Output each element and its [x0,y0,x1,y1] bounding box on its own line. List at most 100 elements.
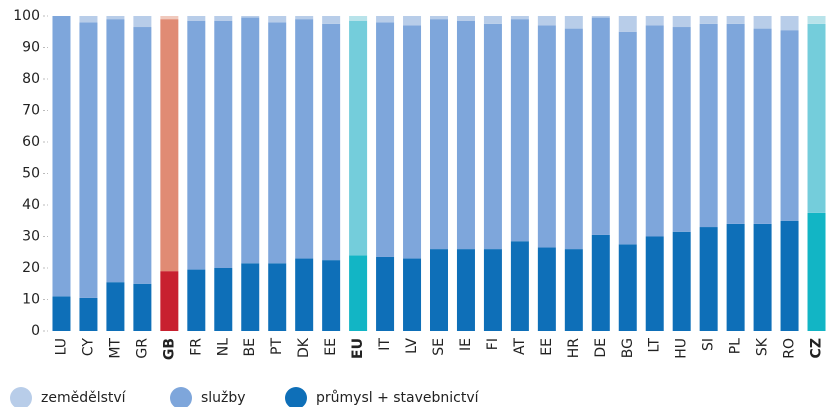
bar-segment [106,282,125,331]
x-tick-label: HU [674,338,690,359]
y-tick-label: 0 [31,323,40,339]
x-tick-label: BG [620,338,636,358]
bar-segment [430,16,448,20]
x-tick-label: IE [458,338,474,351]
y-tick-label: 90 [22,40,40,56]
bar-segment [591,17,610,235]
bar-segment [268,263,287,331]
legend-marker [285,387,307,409]
bar-segment [79,16,98,23]
x-tick-label: EU [350,338,366,359]
bar-segment [430,19,448,250]
bar-segment [537,16,556,26]
x-tick-label: BE [242,338,258,356]
y-tick-label: 60 [22,134,40,150]
x-tick-label: CY [80,338,96,357]
bar-segment [483,249,502,331]
bar-segment [187,16,206,21]
bar-segment [483,23,502,250]
bar-segment [753,223,772,331]
x-tick-label: AT [512,338,528,355]
bar-segment [672,231,691,331]
bar-segment [699,227,718,331]
y-tick-label: 50 [22,166,40,182]
bar-segment [753,16,772,29]
x-tick-label: EE [539,338,555,356]
x-tick-label: MT [107,338,123,359]
bar-segment [618,31,637,245]
bar-segment [133,27,152,284]
bar-segment [537,25,556,248]
legend-marker [10,387,32,409]
x-tick-label: GB [161,338,177,360]
bar-segment [510,19,529,242]
bar-segment [618,16,637,32]
bar-segment [214,268,233,331]
x-tick-label: EE [323,338,339,356]
bar-segment [510,16,529,20]
bar-segment [564,16,583,29]
x-tick-label: RO [782,338,798,359]
bar-segment [295,258,314,331]
x-tick-label: PT [269,338,285,355]
legend-label: služby [201,390,246,406]
bar-segment [295,16,314,20]
bar-segment [591,16,610,18]
bar-segment [807,16,826,24]
x-tick-label: HR [566,338,582,359]
bar-segment [241,16,260,18]
bar-segment [241,263,260,331]
x-tick-label: SK [755,337,771,356]
y-tick-label: 20 [22,260,40,276]
bar-segment [403,258,422,331]
bar-segment [645,25,664,237]
bar-segment [591,234,610,331]
bar-segment [160,271,179,331]
bar-segment [52,296,71,331]
bar-segment [672,16,691,28]
x-tick-label: LT [647,338,663,353]
bar-segment [268,22,287,264]
bar-segment [349,16,368,21]
x-tick-label: SI [701,338,717,351]
bar-segment [564,28,583,250]
bar-segment [780,220,799,331]
bar-segment [349,20,368,256]
x-tick-label: LU [53,338,69,355]
legend-label: průmysl + stavebnictví [316,390,480,406]
bar-segment [807,23,826,213]
bar-segment [106,19,125,283]
x-tick-label: FR [188,338,204,356]
x-tick-label: PL [728,338,744,354]
bar-segment [726,223,745,331]
legend-label: zemědělství [41,390,127,406]
bar-segment [483,16,502,24]
bar-segment [430,249,448,331]
bar-segment [79,297,98,331]
bar-segment [456,249,475,331]
bar-segment [780,16,799,31]
bar-segment [268,16,287,23]
bar-segment [133,16,152,28]
bar-segment [349,255,368,331]
x-tick-label: CZ [809,338,825,358]
bar-segment [699,16,718,24]
bar-segment [187,269,206,331]
x-tick-label: FI [485,338,501,350]
bar-segment [376,22,395,257]
bar-segment [537,247,556,331]
bar-segment [187,20,206,270]
bar-segment [753,28,772,224]
bar-segment [699,23,718,228]
bar-segment [376,256,395,331]
bar-segment [376,16,395,23]
y-tick-label: 10 [22,292,40,308]
bar-segment [510,241,529,331]
bar-segment [52,16,71,297]
y-tick-label: 100 [13,8,40,24]
legend-marker [170,387,192,409]
y-tick-label: 70 [22,103,40,119]
bar-segment [780,30,799,221]
bar-segment [645,236,664,331]
bar-segment [133,283,152,331]
